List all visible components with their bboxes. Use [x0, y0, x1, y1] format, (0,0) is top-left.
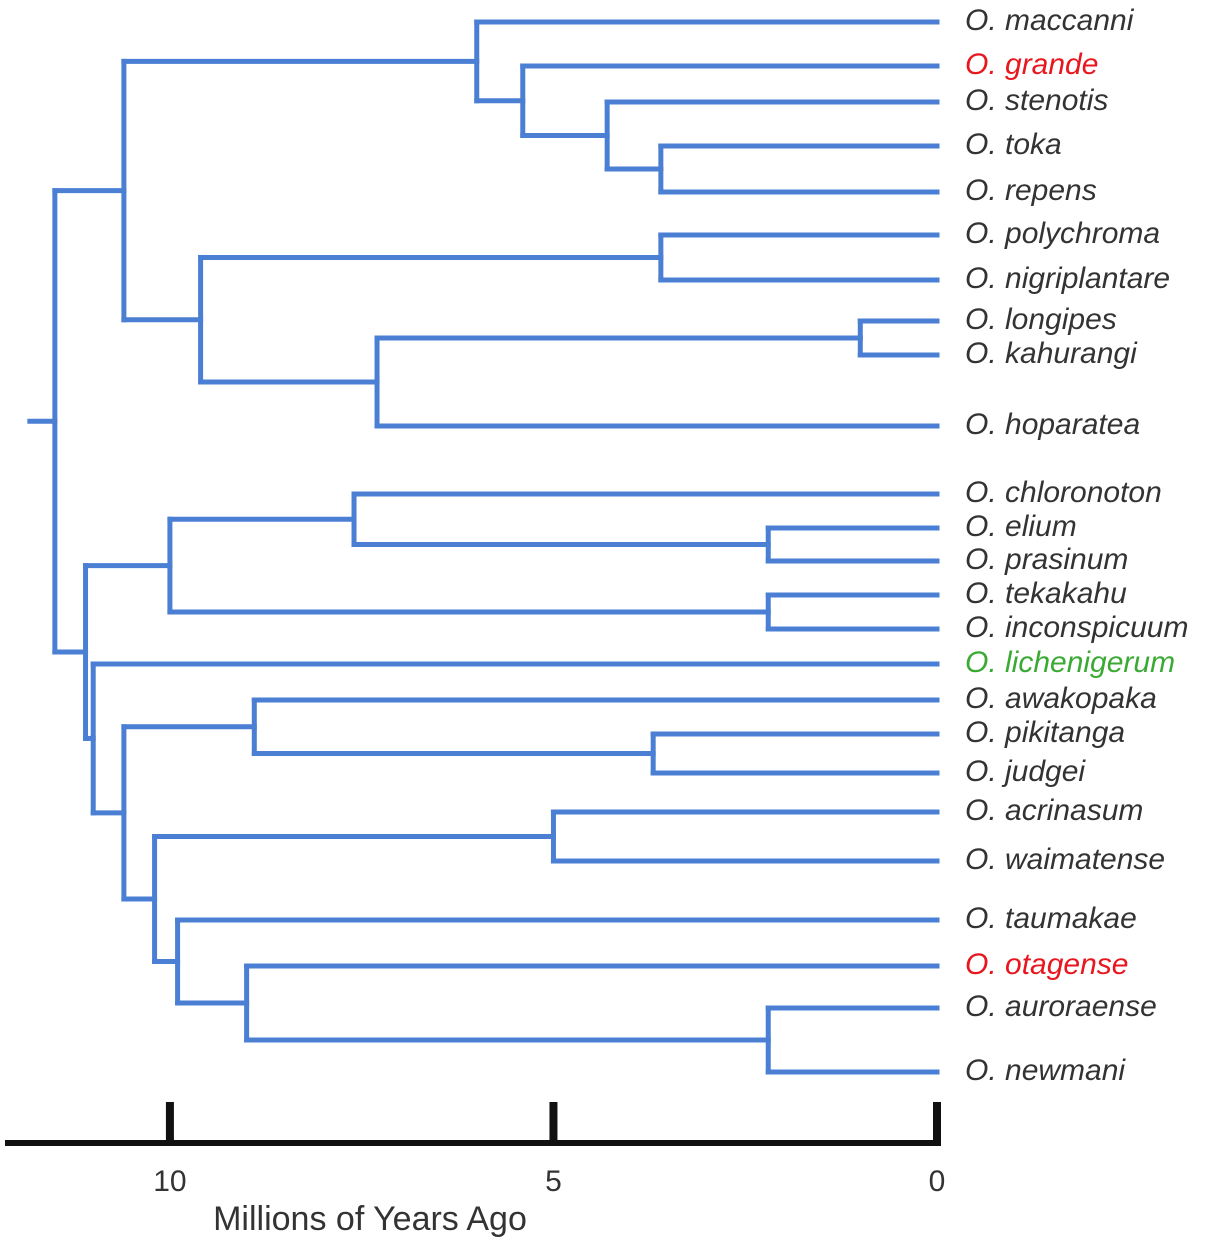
- taxon-label: O. acrinasum: [965, 794, 1143, 827]
- taxon-label: O. longipes: [965, 303, 1117, 336]
- taxon-label: O. elium: [965, 510, 1077, 543]
- taxon-label: O. repens: [965, 174, 1097, 207]
- taxon-label: O. toka: [965, 128, 1062, 161]
- taxon-label: O. maccanni: [965, 4, 1135, 37]
- taxon-label: O. lichenigerum: [965, 646, 1175, 679]
- taxon-label: O. judgei: [965, 755, 1086, 788]
- taxon-label: O. polychroma: [965, 217, 1160, 250]
- taxon-label: O. awakopaka: [965, 682, 1157, 715]
- taxon-label: O. hoparatea: [965, 408, 1140, 441]
- taxon-label: O. newmani: [965, 1054, 1126, 1087]
- taxon-label: O. grande: [965, 48, 1098, 81]
- taxon-label: O. stenotis: [965, 84, 1108, 117]
- taxon-label: O. taumakae: [965, 902, 1137, 935]
- tick-label: 0: [929, 1165, 946, 1198]
- taxon-label: O. kahurangi: [965, 337, 1138, 370]
- axis-title: Millions of Years Ago: [213, 1200, 527, 1238]
- tick-label: 5: [545, 1165, 562, 1198]
- taxon-label: O. otagense: [965, 948, 1128, 981]
- taxon-label: O. tekakahu: [965, 577, 1127, 610]
- taxon-label: O. pikitanga: [965, 716, 1125, 749]
- taxon-label: O. waimatense: [965, 843, 1165, 876]
- taxon-label: O. nigriplantare: [965, 262, 1170, 295]
- taxon-label: O. auroraense: [965, 990, 1157, 1023]
- taxon-label: O. chloronoton: [965, 476, 1162, 509]
- taxon-label: O. inconspicuum: [965, 611, 1188, 644]
- taxon-label: O. prasinum: [965, 543, 1128, 576]
- tick-label: 10: [153, 1165, 186, 1198]
